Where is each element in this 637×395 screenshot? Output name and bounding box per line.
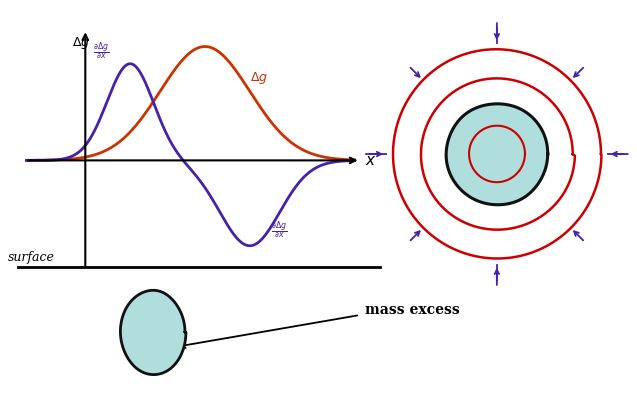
Text: $\frac{\partial\Delta g}{\partial x}$: $\frac{\partial\Delta g}{\partial x}$ — [93, 41, 109, 63]
Text: $\Delta g$: $\Delta g$ — [72, 35, 90, 51]
Text: x: x — [365, 153, 374, 168]
Polygon shape — [446, 104, 548, 205]
Text: mass excess: mass excess — [365, 303, 460, 317]
Polygon shape — [120, 290, 186, 374]
Text: $\Delta g$: $\Delta g$ — [250, 70, 268, 87]
Text: $\frac{\partial\Delta g}{\partial x}$: $\frac{\partial\Delta g}{\partial x}$ — [271, 220, 287, 242]
Text: surface: surface — [8, 251, 55, 264]
